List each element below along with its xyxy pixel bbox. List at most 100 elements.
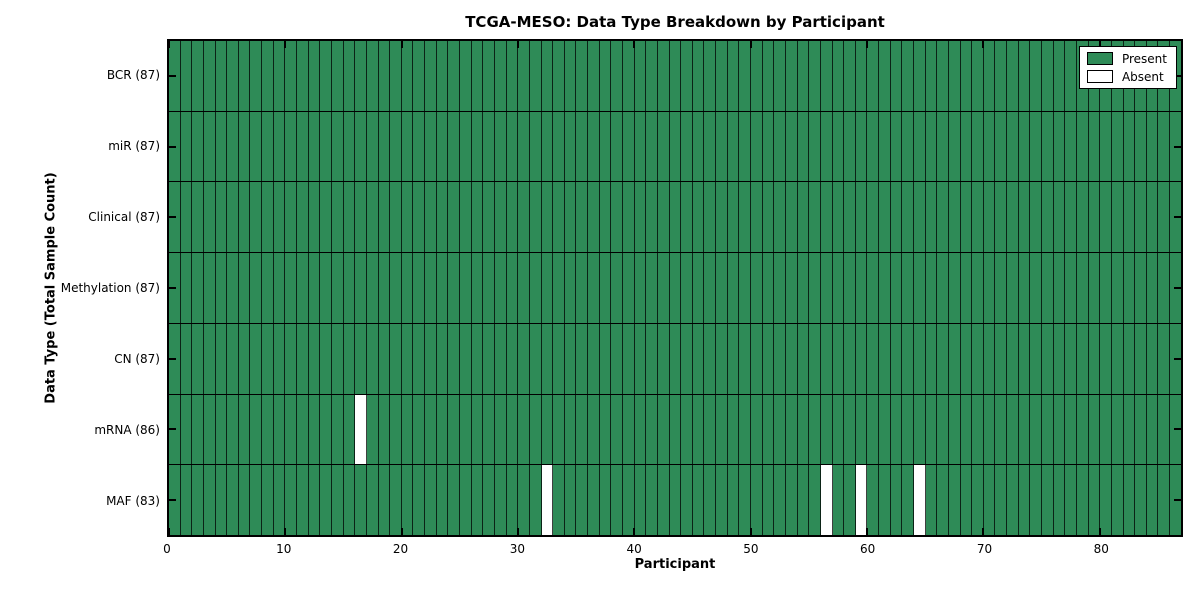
present-cell — [285, 323, 298, 394]
present-cell — [518, 323, 530, 394]
present-cell — [1111, 253, 1124, 323]
legend: Present Absent — [1078, 46, 1177, 89]
y-tick — [169, 357, 176, 360]
present-cell — [960, 394, 973, 465]
present-cell — [1065, 111, 1077, 182]
x-tick — [865, 41, 868, 48]
present-cell — [809, 111, 821, 182]
present-cell — [657, 323, 670, 394]
present-cell — [751, 465, 763, 536]
present-cell — [262, 323, 274, 394]
present-cell — [762, 465, 775, 536]
present-cell — [460, 182, 472, 253]
present-cell — [588, 182, 600, 253]
present-cell — [203, 111, 216, 182]
present-cell — [902, 323, 914, 394]
present-cell — [902, 394, 914, 465]
present-cell — [1123, 323, 1136, 394]
present-cell — [925, 253, 938, 323]
present-cell — [378, 41, 391, 111]
present-cell — [983, 465, 996, 536]
present-cell — [925, 394, 938, 465]
present-cell — [797, 465, 810, 536]
present-cell — [460, 465, 472, 536]
y-tick — [1174, 428, 1181, 431]
present-cell — [1123, 465, 1136, 536]
present-cell — [273, 182, 286, 253]
present-cell — [436, 465, 449, 536]
present-cell — [425, 41, 437, 111]
x-tick — [982, 41, 985, 48]
present-cell — [983, 253, 996, 323]
present-cell — [1007, 394, 1019, 465]
present-cell — [948, 182, 961, 253]
present-cell — [1053, 41, 1066, 111]
present-cell — [366, 465, 379, 536]
present-cell — [250, 41, 263, 111]
present-cell — [1158, 253, 1171, 323]
present-cell — [692, 111, 705, 182]
present-cell — [390, 41, 402, 111]
present-cell — [518, 253, 530, 323]
present-cell — [483, 394, 495, 465]
present-cell — [902, 182, 914, 253]
present-cell — [390, 394, 402, 465]
present-cell — [448, 111, 461, 182]
present-cell — [471, 41, 484, 111]
present-cell — [378, 323, 391, 394]
present-cell — [611, 41, 623, 111]
present-cell — [413, 465, 426, 536]
present-cell — [401, 111, 414, 182]
present-cell — [390, 465, 402, 536]
present-cell — [529, 182, 542, 253]
present-cell — [1042, 41, 1054, 111]
y-tick-label-mir: miR (87) — [108, 138, 160, 153]
x-tick — [1098, 528, 1101, 535]
present-cell — [995, 111, 1008, 182]
present-cell — [1076, 394, 1089, 465]
present-cell — [983, 323, 996, 394]
present-cell — [622, 182, 635, 253]
present-cell — [448, 182, 461, 253]
present-cell — [436, 111, 449, 182]
present-cell — [192, 111, 204, 182]
present-cell — [180, 465, 193, 536]
present-cell — [681, 111, 693, 182]
present-cell — [995, 182, 1008, 253]
present-cell — [844, 465, 856, 536]
grid-row-mrna — [169, 394, 1181, 466]
present-cell — [1030, 41, 1043, 111]
present-cell — [844, 394, 856, 465]
present-cell — [576, 253, 589, 323]
present-cell — [960, 111, 973, 182]
present-cell — [518, 394, 530, 465]
present-cell — [518, 182, 530, 253]
present-cell — [832, 41, 845, 111]
present-cell — [797, 41, 810, 111]
x-tick — [400, 41, 403, 48]
present-cell — [692, 465, 705, 536]
x-tick — [168, 528, 170, 535]
present-cell — [599, 41, 612, 111]
present-cell — [599, 465, 612, 536]
present-cell — [297, 253, 309, 323]
present-cell — [1076, 323, 1089, 394]
present-cell — [553, 394, 565, 465]
present-cell — [739, 111, 752, 182]
present-cell — [576, 182, 589, 253]
present-cell — [692, 323, 705, 394]
present-cell — [1018, 111, 1031, 182]
present-cell — [564, 465, 577, 536]
present-cell — [343, 111, 356, 182]
present-cell — [227, 323, 239, 394]
present-cell — [716, 323, 728, 394]
present-cell — [855, 394, 868, 465]
present-cell — [308, 253, 321, 323]
present-cell — [751, 394, 763, 465]
present-cell — [879, 41, 891, 111]
present-cell — [634, 41, 647, 111]
present-cell — [297, 182, 309, 253]
present-cell — [238, 182, 251, 253]
present-cell — [879, 253, 891, 323]
present-cell — [867, 111, 880, 182]
